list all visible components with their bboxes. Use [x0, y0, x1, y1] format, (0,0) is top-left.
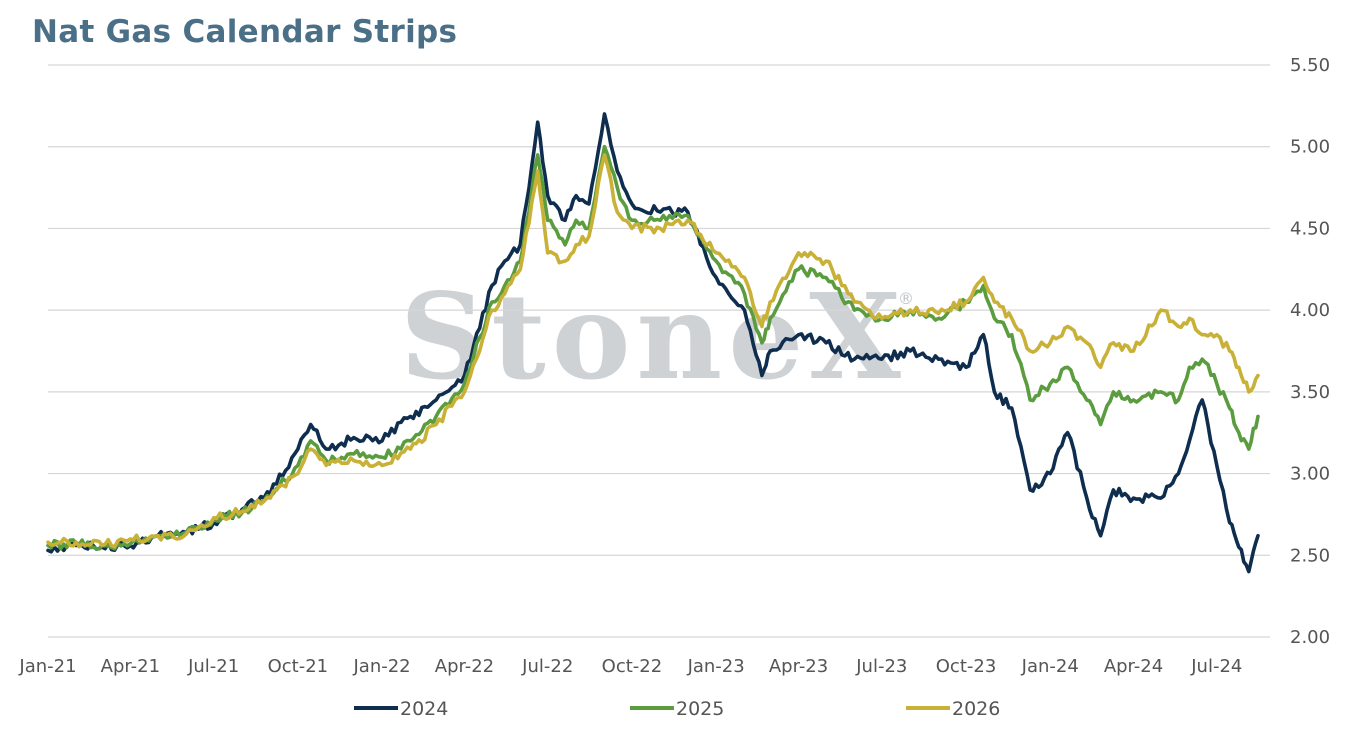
- y-tick-label: 3.50: [1290, 382, 1330, 403]
- legend-label: 2025: [676, 698, 724, 720]
- y-tick-label: 2.00: [1290, 627, 1330, 648]
- x-tick-label: Apr-23: [769, 656, 828, 677]
- x-tick-label: Jan-23: [687, 656, 745, 677]
- series-line-2026: [46, 153, 1260, 549]
- x-tick-label: Jan-21: [18, 656, 76, 677]
- x-tick-label: Jan-24: [1021, 656, 1079, 677]
- x-axis: Jan-21 Apr-21 Jul-21 Oct-21 Jan-22 Apr-22 Jul-…: [18, 656, 1242, 677]
- y-tick-label: 5.00: [1290, 137, 1330, 158]
- legend: 2024 2025 2026: [354, 698, 1000, 720]
- x-tick-label: Apr-21: [101, 656, 160, 677]
- legend-label: 2026: [952, 698, 1000, 720]
- x-tick-label: Apr-22: [435, 656, 494, 677]
- y-tick-label: 4.00: [1290, 300, 1330, 321]
- legend-item-2026: 2026: [906, 698, 1000, 720]
- series-line-2025: [46, 144, 1260, 551]
- x-tick-label: Jul-22: [521, 656, 573, 677]
- y-tick-label: 3.00: [1290, 464, 1330, 485]
- y-tick-label: 5.50: [1290, 55, 1330, 76]
- x-tick-label: Jul-21: [187, 656, 239, 677]
- x-tick-label: Jul-23: [855, 656, 907, 677]
- legend-label: 2024: [400, 698, 448, 720]
- y-tick-label: 2.50: [1290, 545, 1330, 566]
- watermark-registered: ®: [898, 289, 914, 308]
- series-lines: [46, 112, 1260, 574]
- legend-item-2025: 2025: [630, 698, 724, 720]
- x-tick-label: Jan-22: [352, 656, 410, 677]
- y-axis: 2.00 2.50 3.00 3.50 4.00 4.50 5.00 5.50: [1290, 55, 1330, 648]
- legend-item-2024: 2024: [354, 698, 448, 720]
- x-tick-label: Apr-24: [1104, 656, 1163, 677]
- x-tick-label: Jul-24: [1190, 656, 1242, 677]
- chart-title: Nat Gas Calendar Strips: [32, 14, 458, 50]
- x-tick-label: Oct-23: [936, 656, 997, 677]
- x-tick-label: Oct-21: [268, 656, 329, 677]
- x-tick-label: Oct-22: [602, 656, 663, 677]
- y-tick-label: 4.50: [1290, 218, 1330, 239]
